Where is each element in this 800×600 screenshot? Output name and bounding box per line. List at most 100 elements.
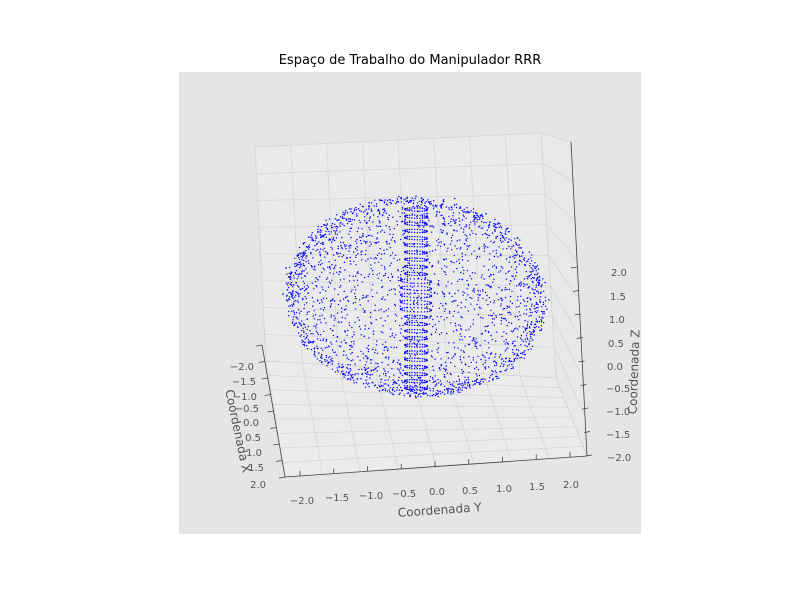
scatter-point (302, 327, 304, 329)
scatter-point (392, 360, 394, 362)
scatter-point (458, 239, 461, 241)
scatter-point (414, 354, 416, 356)
scatter-point (526, 325, 529, 327)
scatter-point (420, 285, 423, 288)
scatter-point (517, 328, 519, 330)
scatter-point (330, 316, 332, 318)
scatter-point (331, 222, 334, 225)
scatter-point (480, 333, 482, 335)
scatter-point (522, 326, 524, 328)
y-axis: −2.0 −1.5 −1.0 −0.5 0.0 0.5 1.0 1.5 2.0 … (290, 480, 579, 520)
scatter-point (446, 232, 448, 234)
scatter-point (427, 199, 429, 201)
scatter-point (406, 384, 408, 387)
scatter-point (488, 297, 491, 299)
scatter-point (320, 230, 322, 232)
scatter-point (408, 293, 410, 295)
scatter-point (510, 248, 512, 250)
scatter-point (434, 249, 437, 251)
scatter-point (321, 236, 323, 238)
scatter-point (532, 289, 534, 291)
scatter-point (473, 308, 476, 310)
scatter-point (331, 264, 333, 266)
scatter-point (423, 387, 426, 389)
scatter-point (325, 224, 328, 226)
scatter-point (427, 286, 429, 288)
scatter-point (476, 347, 478, 350)
scatter-point (453, 254, 455, 257)
scatter-point (355, 242, 358, 245)
scatter-point (327, 286, 330, 288)
scatter-point (525, 341, 527, 343)
scatter-point (414, 235, 416, 238)
scatter-point (442, 391, 444, 394)
scatter-point (501, 358, 503, 360)
scatter-point (529, 311, 531, 314)
scatter-point (421, 246, 423, 248)
scatter-point (372, 348, 374, 350)
scatter-point (408, 252, 411, 255)
scatter-point (414, 221, 416, 223)
scatter-point (423, 217, 426, 219)
scatter-point (386, 243, 388, 245)
scatter-point (303, 323, 306, 326)
scatter-point (375, 205, 378, 207)
scatter-point (421, 269, 424, 271)
scatter-point (506, 365, 509, 367)
scatter-point (426, 296, 429, 298)
scatter-point (393, 303, 396, 306)
scatter-point (443, 389, 446, 391)
scatter-point (542, 311, 544, 313)
scatter-point (329, 238, 331, 240)
scatter-point (298, 267, 301, 269)
scatter-point (306, 272, 308, 274)
scatter-point (390, 254, 392, 257)
scatter-point (314, 269, 316, 271)
scatter-point (521, 255, 523, 257)
scatter-point (522, 340, 525, 343)
scatter-point (418, 273, 421, 275)
scatter-point (488, 275, 491, 278)
scatter-point (408, 217, 411, 219)
scatter-point (375, 319, 377, 321)
scatter-point (473, 216, 475, 218)
scatter-point (444, 361, 447, 364)
scatter-point (517, 296, 519, 298)
scatter-point (451, 249, 453, 251)
scatter-point (511, 302, 514, 305)
scatter-point (421, 386, 424, 389)
scatter-point (522, 258, 525, 260)
scatter-point (405, 316, 407, 318)
scatter-point (392, 233, 394, 235)
scatter-point (405, 346, 407, 348)
scatter-point (311, 265, 313, 267)
scatter-point (336, 219, 338, 221)
scatter-point (322, 241, 324, 244)
grid-line (546, 224, 578, 261)
scatter-point (405, 266, 407, 268)
scatter-point (420, 292, 423, 295)
scatter-point (424, 304, 426, 306)
scatter-point (371, 235, 373, 237)
scatter-point (387, 348, 389, 350)
y-tick-label: −1.0 (359, 491, 383, 502)
scatter-point (368, 273, 370, 275)
scatter-point (420, 396, 422, 398)
scatter-point (499, 353, 502, 356)
scatter-point (464, 381, 466, 384)
scatter-point (394, 382, 396, 384)
scatter-point (383, 346, 386, 349)
scatter-point (516, 253, 519, 255)
scatter-point (484, 330, 487, 332)
scatter-point (302, 297, 304, 300)
scatter-point (364, 325, 366, 327)
scatter-point (493, 255, 496, 258)
scatter-point (458, 207, 461, 209)
scatter-point (453, 262, 455, 264)
scatter-point (441, 203, 443, 205)
scatter-point (363, 335, 365, 337)
scatter-point (495, 371, 497, 374)
scatter-point (440, 392, 442, 395)
scatter-point (424, 289, 426, 292)
scatter-point (451, 282, 453, 285)
